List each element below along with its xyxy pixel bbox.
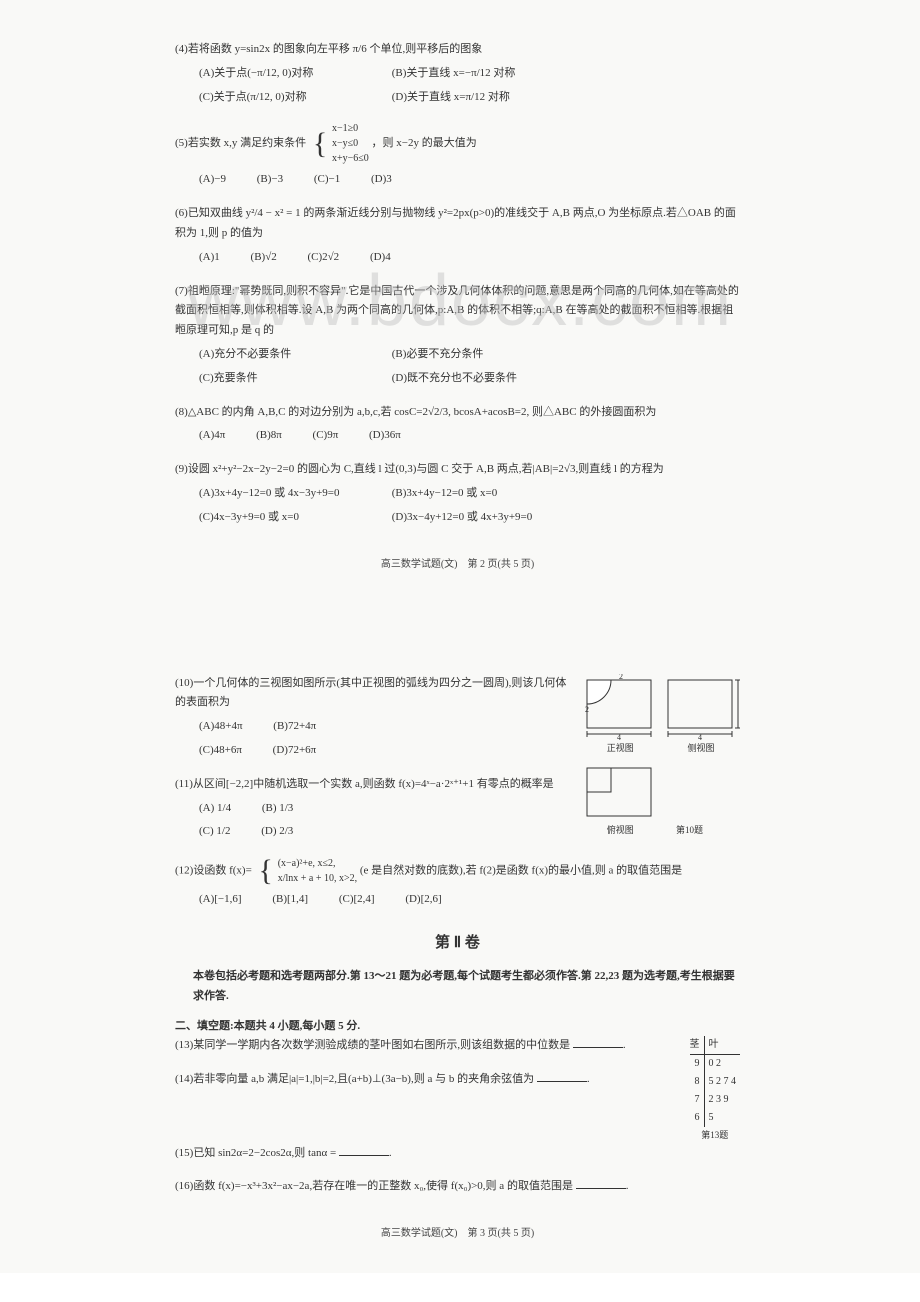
q10-opt-A: (A)48+4π	[199, 717, 243, 737]
question-4: (4)若将函数 y=sin2x 的图象向左平移 π/6 个单位,则平移后的图象 …	[175, 40, 740, 107]
q12-opt-B: (B)[1,4]	[272, 890, 308, 910]
q6-opt-D: (D)4	[370, 248, 391, 268]
q10-opt-C: (C)48+6π	[199, 741, 242, 761]
q4-opt-D: (D)关于直线 x=π/12 对称	[392, 88, 572, 108]
question-12: (12)设函数 f(x)= { (x−a)²+e, x≤2, x/lnx + a…	[175, 856, 740, 910]
page-footer-3: 高三数学试题(文) 第 3 页(共 5 页)	[175, 1225, 740, 1243]
q10-opt-D: (D)72+6π	[273, 741, 317, 761]
stem-leaf-plot: 茎叶 90 2 85 2 7 4 72 3 9 65 第13题	[690, 1036, 741, 1143]
question-5: (5)若实数 x,y 满足约束条件 { x−1≥0 x−y≤0 x+y−6≤0 …	[175, 121, 740, 190]
question-7: (7)祖暅原理:"幂势既同,则积不容异".它是中国古代一个涉及几何体体积的问题,…	[175, 282, 740, 389]
q7-options: (A)充分不必要条件 (B)必要不充分条件	[175, 345, 740, 365]
q11-opt-C: (C) 1/2	[199, 822, 230, 842]
q10-opt-B: (B)72+4π	[273, 717, 316, 737]
q8-opt-D: (D)36π	[369, 426, 401, 446]
q9-opt-A: (A)3x+4y−12=0 或 4x−3y+9=0	[199, 484, 379, 504]
q12-opt-C: (C)[2,4]	[339, 890, 375, 910]
svg-text:2: 2	[619, 674, 623, 681]
q9-options: (A)3x+4y−12=0 或 4x−3y+9=0 (B)3x+4y−12=0 …	[175, 484, 740, 504]
q5-opt-A: (A)−9	[199, 170, 226, 190]
q12-options: (A)[−1,6] (B)[1,4] (C)[2,4] (D)[2,6]	[175, 890, 740, 910]
q16-stem: (16)函数 f(x)=−x³+3x²−ax−2a,若存在唯一的正整数 x₀,使…	[175, 1180, 573, 1192]
q15-stem: (15)已知 sin2α=2−2cos2α,则 tanα =	[175, 1147, 336, 1159]
q12-stem: (12)设函数 f(x)= { (x−a)²+e, x≤2, x/lnx + a…	[175, 856, 740, 886]
q10-figures: 2 2 4 正视图 3	[581, 674, 740, 838]
q5-opt-B: (B)−3	[257, 170, 283, 190]
side-view-svg: 3 4	[662, 674, 740, 740]
top-view: 俯视图	[581, 762, 659, 838]
part-2-title: 第 Ⅱ 卷	[175, 930, 740, 957]
question-6: (6)已知双曲线 y²/4 − x² = 1 的两条渐近线分别与抛物线 y²=2…	[175, 204, 740, 267]
q5-opt-C: (C)−1	[314, 170, 340, 190]
q11-opt-D: (D) 2/3	[261, 822, 293, 842]
q4-opt-C: (C)关于点(π/12, 0)对称	[199, 88, 379, 108]
svg-text:2: 2	[585, 705, 589, 714]
question-15: (15)已知 sin2α=2−2cos2α,则 tanα = .	[175, 1144, 740, 1164]
fill-blank-heading: 二、填空题:本题共 4 小题,每小题 5 分.	[175, 1017, 740, 1037]
question-13: 茎叶 90 2 85 2 7 4 72 3 9 65 第13题 (13)某同学一…	[175, 1036, 740, 1056]
exam-page-3: 2 2 4 正视图 3	[0, 604, 920, 1274]
q6-options: (A)1 (B)√2 (C)2√2 (D)4	[175, 248, 740, 268]
question-10: 2 2 4 正视图 3	[175, 674, 740, 761]
q12-opt-A: (A)[−1,6]	[199, 890, 242, 910]
page-footer-2: 高三数学试题(文) 第 2 页(共 5 页)	[175, 556, 740, 574]
brace-icon: {	[313, 129, 327, 159]
svg-text:4: 4	[617, 733, 621, 740]
q4-opt-A: (A)关于点(−π/12, 0)对称	[199, 64, 379, 84]
q6-opt-C: (C)2√2	[307, 248, 339, 268]
q14-stem: (14)若非零向量 a,b 满足|a|=1,|b|=2,且(a+b)⊥(3a−b…	[175, 1073, 534, 1085]
q9-stem: (9)设圆 x²+y²−2x−2y−2=0 的圆心为 C,直线 l 过(0,3)…	[175, 460, 740, 480]
q4-options: (A)关于点(−π/12, 0)对称 (B)关于直线 x=−π/12 对称	[175, 64, 740, 84]
q9-opt-B: (B)3x+4y−12=0 或 x=0	[392, 484, 572, 504]
svg-text:4: 4	[698, 733, 702, 740]
q13-stem: (13)某同学一学期内各次数学测验成绩的茎叶图如右图所示,则该组数据的中位数是	[175, 1039, 570, 1051]
q13-blank	[573, 1037, 623, 1048]
q9-opt-C: (C)4x−3y+9=0 或 x=0	[199, 508, 379, 528]
q7-stem: (7)祖暅原理:"幂势既同,则积不容异".它是中国古代一个涉及几何体体积的问题,…	[175, 282, 740, 341]
question-16: (16)函数 f(x)=−x³+3x²−ax−2a,若存在唯一的正整数 x₀,使…	[175, 1177, 740, 1197]
q6-opt-B: (B)√2	[251, 248, 277, 268]
q5-opt-D: (D)3	[371, 170, 392, 190]
exam-page-2: (4)若将函数 y=sin2x 的图象向左平移 π/6 个单位,则平移后的图象 …	[0, 0, 920, 604]
brace-icon: {	[259, 856, 273, 886]
q7-opt-A: (A)充分不必要条件	[199, 345, 379, 365]
q6-stem: (6)已知双曲线 y²/4 − x² = 1 的两条渐近线分别与抛物线 y²=2…	[175, 204, 740, 244]
q7-opt-B: (B)必要不充分条件	[392, 345, 572, 365]
q15-blank	[339, 1145, 389, 1156]
q8-stem: (8)△ABC 的内角 A,B,C 的对边分别为 a,b,c,若 cosC=2√…	[175, 403, 740, 423]
q7-opt-C: (C)充要条件	[199, 369, 379, 389]
q5-options: (A)−9 (B)−3 (C)−1 (D)3	[175, 170, 740, 190]
q4-opt-B: (B)关于直线 x=−π/12 对称	[392, 64, 572, 84]
q8-opt-C: (C)9π	[313, 426, 339, 446]
part-2-intro: 本卷包括必考题和选考题两部分.第 13～21 题为必考题,每个试题考生都必须作答…	[175, 967, 740, 1007]
front-view: 2 2 4 正视图	[581, 674, 659, 756]
question-9: (9)设圆 x²+y²−2x−2y−2=0 的圆心为 C,直线 l 过(0,3)…	[175, 460, 740, 527]
side-view: 3 4 侧视图	[662, 674, 740, 756]
q11-opt-A: (A) 1/4	[199, 799, 231, 819]
q11-opt-B: (B) 1/3	[262, 799, 293, 819]
q4-stem: (4)若将函数 y=sin2x 的图象向左平移 π/6 个单位,则平移后的图象	[175, 40, 740, 60]
q10-caption: 第10题	[676, 822, 703, 838]
q8-options: (A)4π (B)8π (C)9π (D)36π	[175, 426, 740, 446]
q16-blank	[576, 1178, 626, 1189]
q14-blank	[537, 1071, 587, 1082]
top-view-svg	[581, 762, 659, 822]
q8-opt-B: (B)8π	[256, 426, 282, 446]
q7-opt-D: (D)既不充分也不必要条件	[392, 369, 572, 389]
q5-stem: (5)若实数 x,y 满足约束条件 { x−1≥0 x−y≤0 x+y−6≤0 …	[175, 121, 740, 166]
front-view-svg: 2 2 4	[581, 674, 659, 740]
question-8: (8)△ABC 的内角 A,B,C 的对边分别为 a,b,c,若 cosC=2√…	[175, 403, 740, 447]
q9-opt-D: (D)3x−4y+12=0 或 4x+3y+9=0	[392, 508, 572, 528]
q8-opt-A: (A)4π	[199, 426, 225, 446]
question-14: (14)若非零向量 a,b 满足|a|=1,|b|=2,且(a+b)⊥(3a−b…	[175, 1070, 740, 1090]
q12-opt-D: (D)[2,6]	[405, 890, 441, 910]
q6-opt-A: (A)1	[199, 248, 220, 268]
